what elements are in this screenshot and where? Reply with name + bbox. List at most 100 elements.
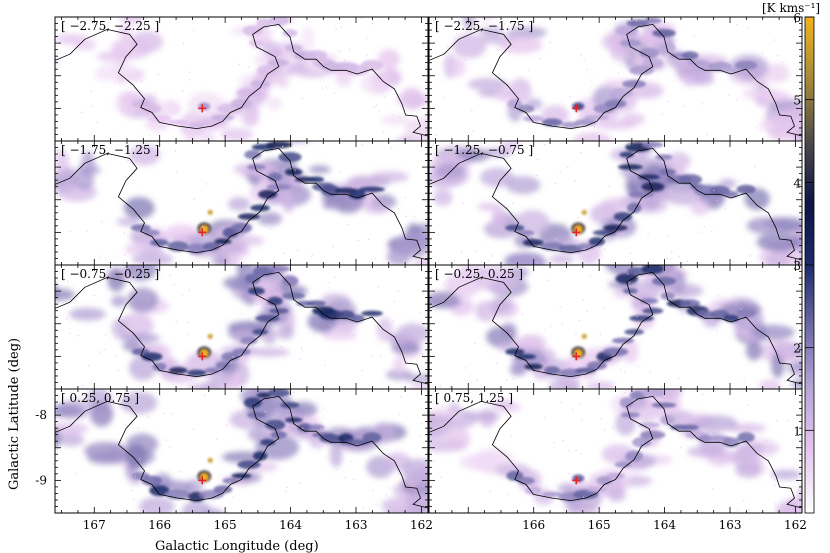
filament-blob bbox=[660, 415, 675, 425]
noise-pixel bbox=[539, 58, 541, 60]
noise-pixel bbox=[426, 129, 428, 132]
filament-blob bbox=[284, 417, 303, 423]
filament-blob bbox=[515, 354, 537, 360]
noise-pixel bbox=[100, 255, 102, 257]
filament-blob bbox=[615, 26, 638, 36]
noise-pixel bbox=[601, 364, 603, 366]
noise-pixel bbox=[635, 20, 638, 22]
noise-pixel bbox=[261, 437, 263, 439]
filament-blob bbox=[214, 238, 232, 245]
noise-pixel bbox=[673, 50, 676, 53]
noise-pixel bbox=[69, 230, 71, 233]
filament-blob bbox=[268, 172, 283, 182]
cloud-contour bbox=[429, 147, 802, 261]
noise-pixel bbox=[541, 362, 543, 364]
emission-blob bbox=[395, 232, 428, 258]
noise-pixel bbox=[165, 439, 167, 441]
filament-blob bbox=[641, 389, 665, 398]
noise-pixel bbox=[761, 52, 763, 54]
noise-pixel bbox=[361, 369, 364, 372]
filament-blob bbox=[678, 174, 703, 185]
emission-blob bbox=[329, 443, 343, 468]
filament-blob bbox=[612, 87, 634, 98]
noise-pixel bbox=[187, 321, 189, 323]
noise-pixel bbox=[712, 488, 714, 490]
emission-blob bbox=[131, 252, 174, 265]
filament-blob bbox=[255, 314, 281, 322]
filament-blob bbox=[574, 118, 597, 126]
noise-pixel bbox=[632, 228, 635, 230]
noise-pixel bbox=[157, 73, 159, 75]
noise-pixel bbox=[56, 149, 58, 152]
noise-pixel bbox=[667, 235, 669, 237]
noise-pixel bbox=[750, 255, 752, 257]
emission-blob bbox=[483, 219, 520, 239]
filament-blob bbox=[349, 314, 365, 323]
noise-pixel bbox=[139, 458, 141, 460]
noise-pixel bbox=[239, 414, 241, 416]
noise-pixel bbox=[798, 157, 800, 160]
noise-pixel bbox=[361, 144, 363, 146]
emission-filaments bbox=[506, 389, 755, 502]
noise-pixel bbox=[509, 178, 511, 180]
noise-pixel bbox=[276, 169, 278, 172]
filament-blob bbox=[641, 265, 664, 275]
noise-pixel bbox=[716, 330, 718, 332]
noise-pixel bbox=[507, 493, 509, 495]
panel-velocity-label: [ −2.75, −2.25 ] bbox=[61, 19, 159, 33]
noise-pixel bbox=[528, 69, 530, 71]
emission-blob bbox=[639, 30, 657, 46]
noise-pixel bbox=[447, 46, 449, 48]
colorbar-tick-label: 2 bbox=[793, 342, 801, 356]
emission-blob bbox=[483, 147, 513, 158]
noise-pixel bbox=[58, 218, 60, 220]
colorbar-tick-label: 4 bbox=[793, 176, 801, 190]
filament-blob bbox=[221, 352, 240, 362]
emission-blob bbox=[462, 17, 477, 30]
filament-blob bbox=[359, 186, 386, 193]
filament-blob bbox=[629, 315, 655, 322]
noise-pixel bbox=[133, 403, 135, 405]
noise-pixel bbox=[244, 166, 246, 168]
emission-blob bbox=[735, 463, 762, 478]
emission-blob bbox=[110, 295, 127, 307]
noise-pixel bbox=[621, 94, 624, 97]
emission-blob bbox=[429, 413, 453, 437]
noise-pixel bbox=[125, 220, 127, 222]
noise-pixel bbox=[553, 442, 555, 444]
noise-pixel bbox=[271, 287, 274, 290]
noise-pixel bbox=[299, 440, 301, 442]
noise-pixel bbox=[619, 236, 621, 238]
emission-blob bbox=[490, 400, 515, 410]
noise-pixel bbox=[615, 456, 617, 459]
noise-pixel bbox=[429, 84, 431, 86]
noise-pixel bbox=[717, 295, 719, 297]
noise-pixel bbox=[536, 158, 539, 161]
filament-blob bbox=[602, 347, 629, 357]
noise-pixel bbox=[233, 252, 235, 255]
noise-pixel bbox=[526, 334, 528, 336]
noise-pixel bbox=[294, 169, 296, 171]
emission-blob bbox=[506, 176, 541, 195]
filament-blob bbox=[321, 185, 341, 196]
filament-blob bbox=[622, 288, 638, 294]
noise-pixel bbox=[96, 121, 98, 123]
noise-pixel bbox=[702, 103, 704, 105]
noise-pixel bbox=[437, 233, 439, 236]
filament-blob bbox=[617, 164, 643, 170]
noise-pixel bbox=[163, 413, 165, 415]
noise-pixel bbox=[419, 312, 421, 314]
noise-pixel bbox=[294, 151, 296, 153]
noise-pixel bbox=[736, 98, 738, 101]
noise-pixel bbox=[580, 452, 583, 455]
emission-blob bbox=[249, 347, 290, 357]
noise-pixel bbox=[735, 426, 737, 428]
noise-pixel bbox=[743, 500, 745, 502]
emission-blob bbox=[489, 296, 512, 314]
noise-pixel bbox=[461, 251, 463, 253]
noise-pixel bbox=[181, 294, 183, 296]
filament-blob bbox=[611, 337, 635, 344]
filament-blob bbox=[266, 183, 291, 190]
noise-pixel bbox=[384, 96, 386, 98]
